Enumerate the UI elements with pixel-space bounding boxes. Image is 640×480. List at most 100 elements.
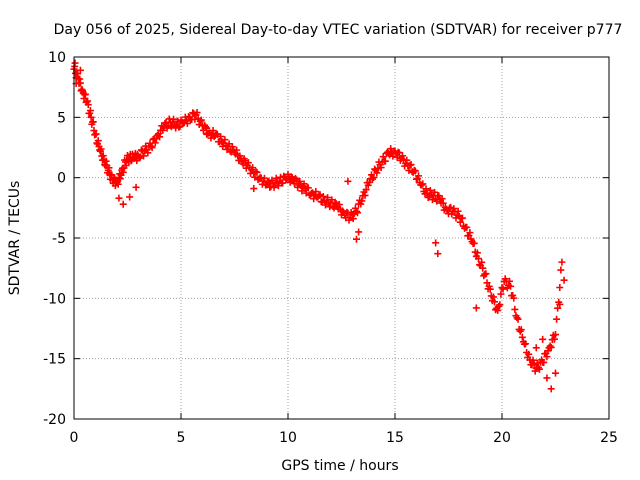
data-point-fill: [467, 235, 475, 243]
data-point-fill: [535, 365, 543, 373]
data-point-outlier: [543, 374, 551, 382]
data-point-fill: [438, 195, 446, 203]
data-point-fill: [497, 290, 505, 298]
data-point-fill: [247, 169, 255, 177]
data-point-outlier: [203, 124, 211, 132]
data-point-fill: [492, 306, 500, 314]
data-point-fill: [531, 367, 539, 375]
data-point: [87, 113, 95, 121]
data-point-fill: [458, 214, 466, 222]
data-point-fill: [398, 152, 406, 160]
data-point-fill: [151, 139, 159, 147]
data-point-fill: [510, 294, 518, 302]
data-point-outlier: [71, 59, 79, 67]
data-point-fill: [433, 197, 441, 205]
data-point-fill: [144, 149, 152, 157]
data-point-fill: [525, 350, 533, 358]
data-point-fill: [406, 161, 414, 169]
data-point-fill: [370, 173, 378, 181]
data-point-fill: [358, 197, 366, 205]
data-point-fill: [470, 239, 478, 247]
data-point-fill: [216, 138, 224, 146]
data-point-fill: [335, 201, 343, 209]
data-point-fill: [478, 258, 486, 266]
data-point-fill: [345, 216, 353, 224]
data-point-fill: [381, 157, 389, 165]
x-tick-label: 15: [386, 430, 404, 446]
data-point-fill: [454, 207, 462, 215]
data-point-fill: [456, 218, 464, 226]
data-point-fill: [164, 122, 172, 130]
data-point-fill: [402, 159, 410, 167]
x-tick-label: 5: [177, 430, 186, 446]
data-point-fill: [175, 123, 183, 131]
data-point-fill: [547, 343, 555, 351]
data-point-fill: [472, 252, 480, 260]
data-point-fill: [354, 209, 362, 217]
data-point-fill: [554, 304, 562, 312]
data-point-fill: [235, 156, 243, 164]
y-tick-label: -5: [52, 231, 66, 247]
data-point-fill: [553, 315, 561, 323]
data-point-fill: [431, 188, 439, 196]
x-tick-label: 10: [279, 430, 297, 446]
y-tick-label: -15: [43, 352, 66, 368]
series-markers: [70, 59, 568, 393]
data-point-fill: [556, 284, 564, 292]
data-point-fill: [473, 249, 481, 257]
data-point-fill: [411, 167, 419, 175]
data-point-fill: [105, 164, 113, 172]
data-point-outlier: [250, 185, 258, 193]
data-point-fill: [514, 315, 522, 323]
data-point-fill: [270, 183, 278, 191]
data-point-fill: [351, 204, 359, 212]
data-point-fill: [253, 168, 261, 176]
data-point-fill: [362, 186, 370, 194]
data-point-fill: [549, 331, 557, 339]
data-point-fill: [491, 298, 499, 306]
data-point-fill: [426, 186, 434, 194]
data-point-fill: [332, 200, 340, 208]
data-point-fill: [304, 184, 312, 192]
data-point-fill: [504, 282, 512, 290]
data-point-fill: [396, 156, 404, 164]
data-point-fill: [418, 181, 426, 189]
data-point-outlier: [115, 194, 123, 202]
data-point-fill: [249, 164, 257, 172]
data-point-fill: [221, 136, 229, 144]
data-point-fill: [382, 149, 390, 157]
data-point-outlier: [119, 200, 127, 208]
data-point-fill: [260, 174, 268, 182]
data-point-fill: [496, 301, 504, 309]
data-point-outlier: [532, 344, 540, 352]
data-point-fill: [236, 152, 244, 160]
data-point-outlier: [432, 239, 440, 247]
data-point-fill: [373, 169, 381, 177]
data-point-fill: [466, 229, 474, 237]
data-point-fill: [286, 178, 294, 186]
data-point-fill: [116, 175, 124, 183]
data-point-fill: [280, 172, 288, 180]
data-point-fill: [550, 335, 558, 343]
data-point-outlier: [560, 276, 568, 284]
y-axis-label: SDTVAR / TECUs: [7, 181, 23, 296]
data-point-fill: [312, 188, 320, 196]
data-point-fill: [486, 285, 494, 293]
data-point-fill: [217, 133, 225, 141]
data-point-fill: [543, 353, 551, 361]
axis-ticks: 0 5 10 15 20 25 -20 -15 -10 -5 0 5 10: [43, 50, 618, 446]
data-point-fill: [190, 110, 198, 118]
data-point-fill: [403, 156, 411, 164]
data-point-fill: [114, 180, 122, 188]
data-point-fill: [89, 118, 97, 126]
data-point-fill: [202, 123, 210, 131]
x-tick-label: 0: [70, 430, 79, 446]
data-point-fill: [512, 312, 520, 320]
data-point-outlier: [126, 193, 134, 201]
data-point-fill: [315, 192, 323, 200]
data-point-outlier: [556, 300, 564, 308]
data-point-fill: [135, 154, 143, 162]
data-point-fill: [81, 90, 89, 98]
data-point-outlier: [539, 335, 547, 343]
data-point-fill: [99, 152, 107, 160]
